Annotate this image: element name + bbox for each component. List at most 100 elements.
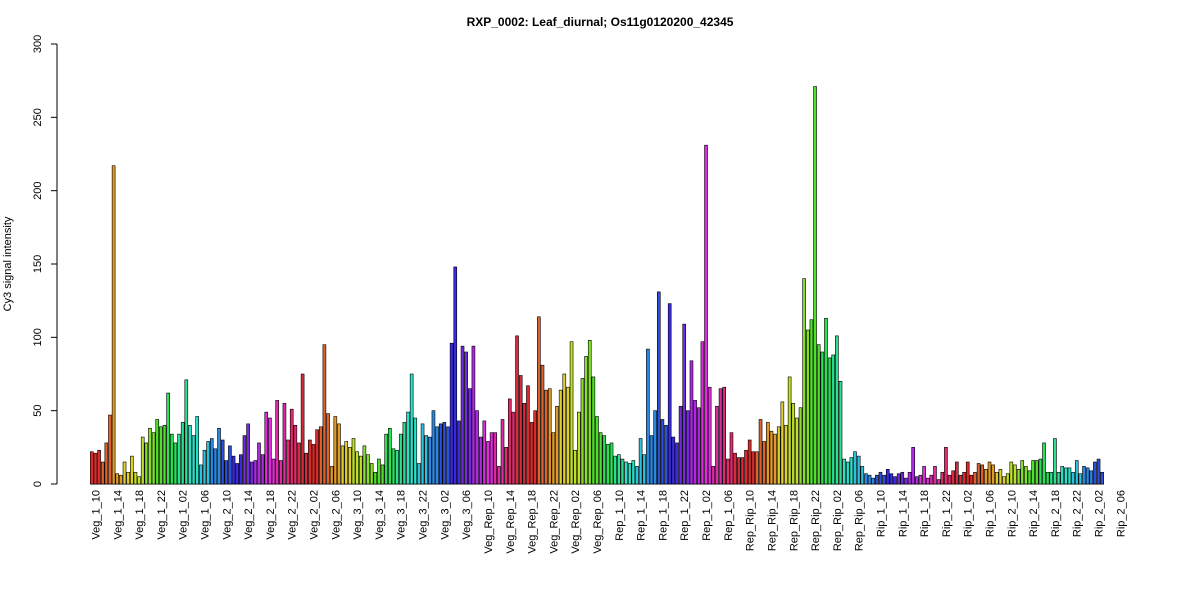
bar <box>162 425 167 485</box>
bar <box>471 345 476 485</box>
x-tick-label: Veg_2_02 <box>309 490 321 540</box>
x-tick-label: Veg_1_22 <box>156 490 168 540</box>
bar <box>1013 464 1017 485</box>
bar <box>351 438 356 485</box>
bar <box>1045 471 1050 485</box>
x-tick-label: Rip_2_10 <box>1006 490 1018 537</box>
bar <box>239 454 243 485</box>
bar <box>133 471 138 485</box>
bar <box>482 420 487 485</box>
bar <box>515 335 519 485</box>
bar <box>417 463 421 485</box>
bar <box>438 423 443 485</box>
bar <box>282 403 287 485</box>
bar <box>231 455 236 485</box>
bar <box>740 457 745 485</box>
bar <box>358 455 363 485</box>
bar <box>529 422 534 485</box>
bar <box>224 460 229 485</box>
bar <box>1020 460 1025 485</box>
bar <box>373 471 378 485</box>
bar <box>169 433 174 485</box>
bar <box>547 388 552 485</box>
bar <box>671 436 676 485</box>
bar <box>838 381 843 485</box>
bar <box>1078 473 1083 485</box>
x-tick-label: Rip_1_06 <box>985 490 997 537</box>
bar <box>409 373 414 485</box>
bar <box>1034 460 1039 485</box>
y-tick-label: 0 <box>32 481 44 487</box>
bar <box>337 423 341 485</box>
bar <box>286 439 290 485</box>
bar <box>1100 471 1104 485</box>
bar <box>889 473 894 485</box>
bar <box>813 86 817 485</box>
y-tick-label: 250 <box>32 108 44 126</box>
bar <box>391 448 396 485</box>
y-axis: 0 50 100 150 200 250 300 <box>32 35 58 487</box>
bar <box>264 411 269 485</box>
bar <box>140 436 145 485</box>
bar <box>587 339 592 485</box>
x-tick-label: Veg_3_06 <box>461 490 473 540</box>
bar <box>1067 467 1072 485</box>
x-tick-label: Rip_2_14 <box>1028 490 1040 537</box>
bar <box>486 441 490 485</box>
bar <box>166 392 170 485</box>
bar <box>1056 471 1061 485</box>
bar <box>656 291 661 485</box>
bar <box>1089 470 1094 485</box>
x-tick-label: Veg_Rep_22 <box>548 490 560 554</box>
bar <box>882 474 886 485</box>
bar <box>918 474 923 485</box>
bar <box>642 454 647 485</box>
bar <box>217 427 221 485</box>
x-tick-label: Rep_1_06 <box>723 490 735 541</box>
bar <box>693 400 697 485</box>
bar <box>446 426 450 485</box>
bar <box>246 423 250 485</box>
bar <box>1071 471 1075 485</box>
bar <box>333 416 338 485</box>
bar <box>318 426 323 485</box>
bar <box>675 442 679 485</box>
bar <box>824 317 828 485</box>
bar <box>155 419 160 485</box>
x-tick-label: Rep_1_10 <box>614 490 626 541</box>
bar <box>1038 458 1043 485</box>
bar <box>1096 458 1101 485</box>
bar <box>915 476 919 485</box>
bar <box>308 439 312 485</box>
bar <box>755 451 759 485</box>
bar <box>751 451 756 485</box>
bar <box>279 460 283 485</box>
bar <box>93 452 98 485</box>
bar <box>577 411 581 485</box>
bar <box>188 425 192 485</box>
bar <box>289 408 294 485</box>
bar <box>126 471 130 485</box>
bar <box>595 416 599 485</box>
bar <box>366 454 370 485</box>
bar <box>602 435 607 485</box>
bar <box>900 471 905 485</box>
bar <box>90 451 94 485</box>
bar <box>413 417 418 485</box>
bar <box>144 442 149 485</box>
bar <box>475 410 479 485</box>
bar <box>627 463 632 485</box>
bar <box>635 466 639 485</box>
bar <box>340 445 345 485</box>
bar <box>747 439 752 485</box>
bar <box>802 278 806 485</box>
bar <box>875 474 879 485</box>
bar <box>406 411 410 485</box>
bar <box>540 364 545 485</box>
bar <box>784 425 788 485</box>
bar <box>260 454 265 485</box>
bar <box>860 466 865 485</box>
bar <box>468 388 472 485</box>
x-tick-label: Veg_Rep_10 <box>483 490 495 554</box>
x-tick-label: Veg_2_22 <box>287 490 299 540</box>
